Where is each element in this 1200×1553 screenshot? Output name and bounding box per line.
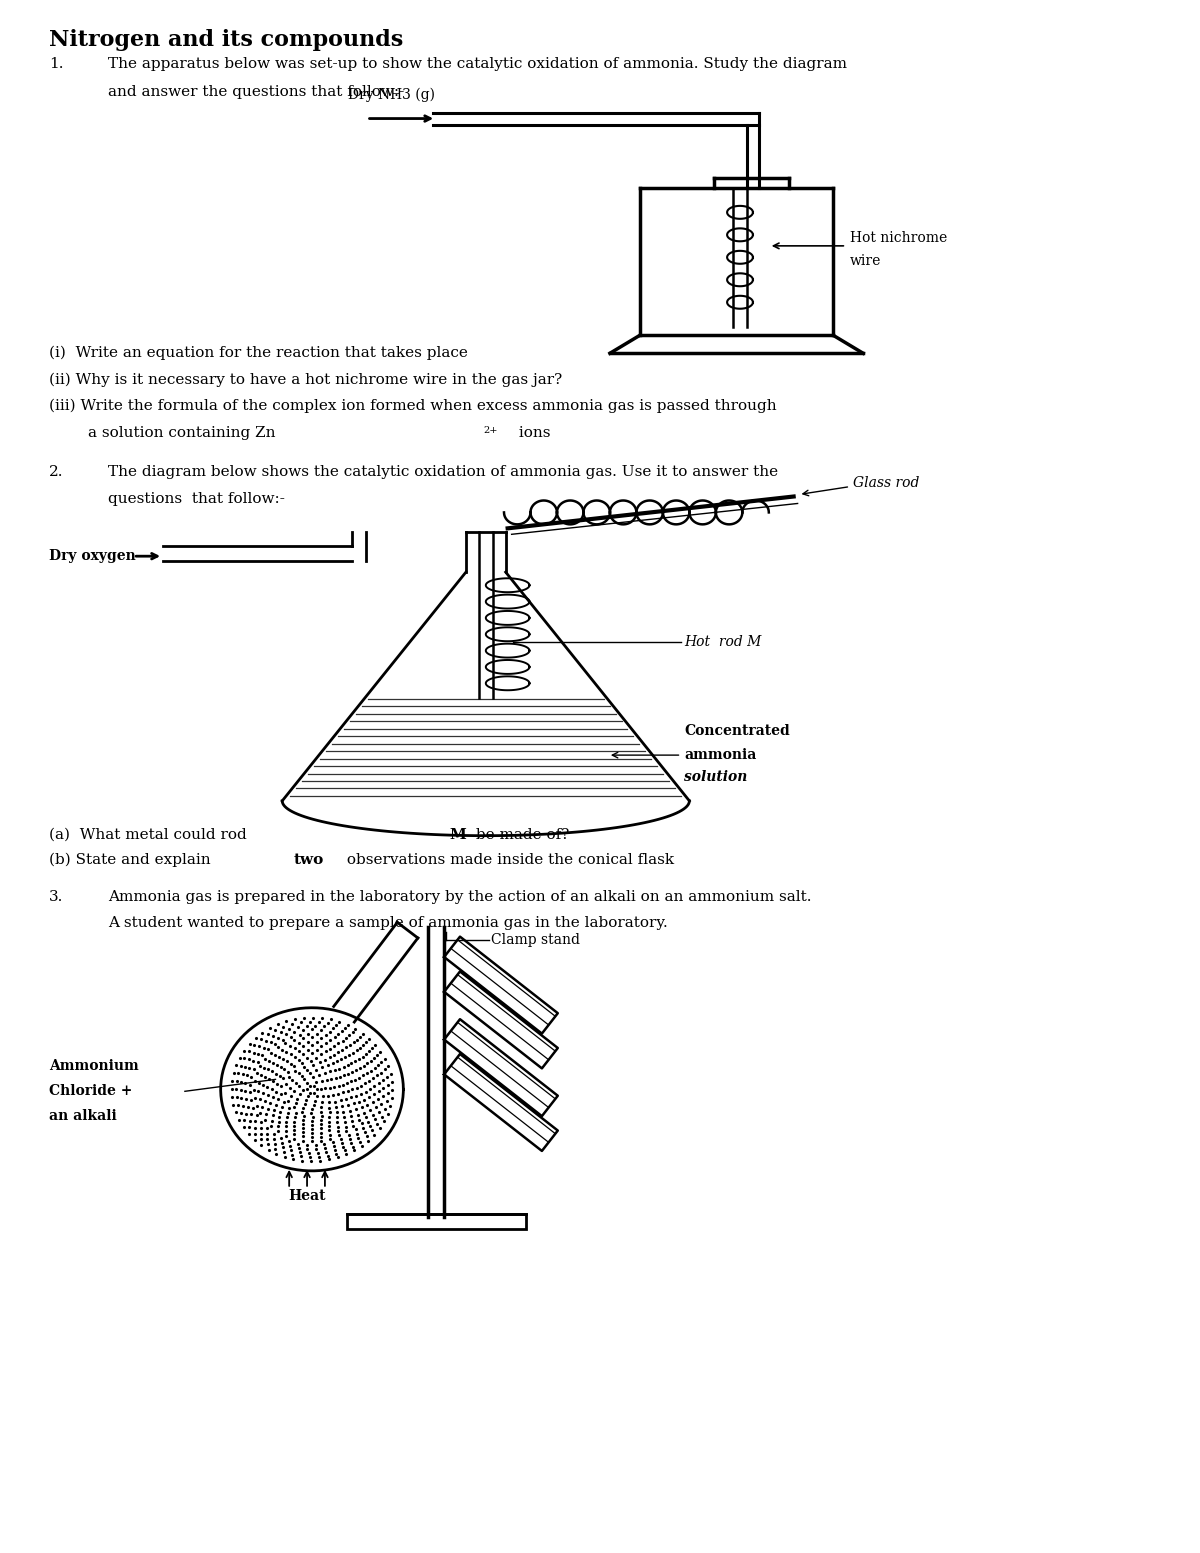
Text: 1.: 1. <box>49 57 64 71</box>
Text: 3.: 3. <box>49 890 64 904</box>
Text: two: two <box>294 853 324 867</box>
Text: Dry NH3 (g): Dry NH3 (g) <box>348 87 434 101</box>
Text: M: M <box>449 828 466 842</box>
Text: Ammonium: Ammonium <box>49 1059 139 1073</box>
Text: Nitrogen and its compounds: Nitrogen and its compounds <box>49 30 403 51</box>
Text: Concentrated: Concentrated <box>684 724 790 738</box>
Text: Chloride +: Chloride + <box>49 1084 132 1098</box>
Text: Ammonia gas is prepared in the laboratory by the action of an alkali on an ammon: Ammonia gas is prepared in the laborator… <box>108 890 812 904</box>
Text: The diagram below shows the catalytic oxidation of ammonia gas. Use it to answer: The diagram below shows the catalytic ox… <box>108 464 779 478</box>
Text: (a)  What metal could rod: (a) What metal could rod <box>49 828 252 842</box>
Text: observations made inside the conical flask: observations made inside the conical fla… <box>342 853 674 867</box>
Text: and answer the questions that follow:-: and answer the questions that follow:- <box>108 85 404 99</box>
Text: 2+: 2+ <box>484 426 498 435</box>
Text: A student wanted to prepare a sample of ammonia gas in the laboratory.: A student wanted to prepare a sample of … <box>108 916 668 930</box>
Text: be made of?: be made of? <box>470 828 569 842</box>
Bar <box>347 1213 526 1228</box>
Text: Glass rod: Glass rod <box>853 475 919 489</box>
Text: (iii) Write the formula of the complex ion formed when excess ammonia gas is pas: (iii) Write the formula of the complex i… <box>49 399 776 413</box>
Text: Heat: Heat <box>288 1188 325 1202</box>
Text: Hot nichrome: Hot nichrome <box>851 231 948 245</box>
Text: Dry oxygen: Dry oxygen <box>49 550 136 564</box>
Text: ions: ions <box>514 426 550 439</box>
Text: The apparatus below was set-up to show the catalytic oxidation of ammonia. Study: The apparatus below was set-up to show t… <box>108 57 847 71</box>
Text: Hot  rod M: Hot rod M <box>684 635 762 649</box>
Text: wire: wire <box>851 253 882 267</box>
Text: (i)  Write an equation for the reaction that takes place: (i) Write an equation for the reaction t… <box>49 345 468 360</box>
Text: a solution containing Zn: a solution containing Zn <box>49 426 275 439</box>
Text: ammonia: ammonia <box>684 749 757 763</box>
Text: Clamp stand: Clamp stand <box>491 933 580 947</box>
Text: an alkali: an alkali <box>49 1109 116 1123</box>
Text: (b) State and explain: (b) State and explain <box>49 853 215 867</box>
Text: (ii) Why is it necessary to have a hot nichrome wire in the gas jar?: (ii) Why is it necessary to have a hot n… <box>49 373 562 387</box>
Text: 2.: 2. <box>49 464 64 478</box>
Text: solution: solution <box>684 770 748 784</box>
Text: questions  that follow:-: questions that follow:- <box>108 492 286 506</box>
